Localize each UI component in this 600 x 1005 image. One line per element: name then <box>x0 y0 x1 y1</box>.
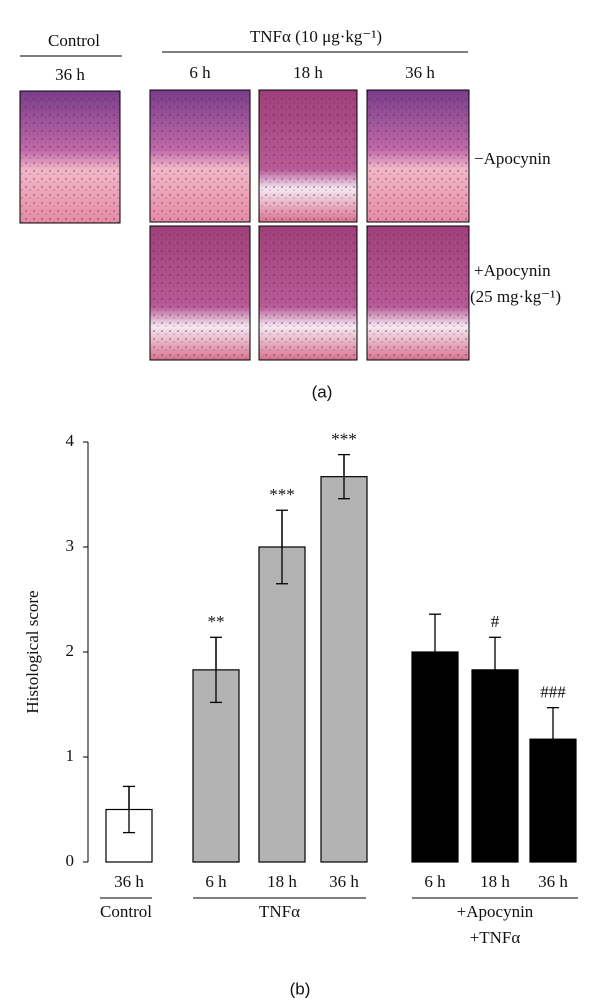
x-tick-label: 6 h <box>205 872 227 891</box>
panel-label: (a) <box>312 382 333 401</box>
row-label: (25 mg·kg⁻¹) <box>470 287 561 306</box>
y-tick-label: 1 <box>66 746 75 765</box>
bar <box>411 651 459 863</box>
significance-label: *** <box>269 485 295 504</box>
bar <box>471 669 519 863</box>
micrograph-texture <box>20 90 469 360</box>
x-tick-label: 6 h <box>424 872 446 891</box>
y-tick-label: 0 <box>66 851 75 870</box>
control-time: 36 h <box>55 65 85 84</box>
group-label: +TNFα <box>470 928 521 947</box>
significance-label: # <box>491 612 500 631</box>
control-header: Control <box>48 31 100 50</box>
panel-label: (b) <box>290 979 311 998</box>
panel-b: (b) Histological score 0 1 2 3 4 36 h ** 6 h ***… <box>23 430 578 998</box>
row-label: −Apocynin <box>474 149 551 168</box>
significance-label: ### <box>540 683 566 702</box>
significance-label: *** <box>331 430 357 449</box>
x-tick-label: 18 h <box>480 872 510 891</box>
bar <box>320 476 368 863</box>
x-tick-label: 36 h <box>329 872 359 891</box>
treatment-header: TNFα (10 μg·kg⁻¹) <box>250 27 382 46</box>
x-tick-label: 36 h <box>114 872 144 891</box>
bar <box>529 738 577 863</box>
significance-label: ** <box>208 612 225 631</box>
y-tick-label: 2 <box>66 641 75 660</box>
time-label: 36 h <box>405 63 435 82</box>
time-label: 6 h <box>189 63 211 82</box>
panel-a: Control 36 h TNFα (10 μg·kg⁻¹) 6 h 18 h … <box>19 27 561 401</box>
group-label: Control <box>100 902 152 921</box>
y-axis-label: Histological score <box>23 590 42 713</box>
time-label: 18 h <box>293 63 323 82</box>
x-tick-label: 18 h <box>267 872 297 891</box>
x-tick-label: 36 h <box>538 872 568 891</box>
bar <box>258 546 306 863</box>
group-label: +Apocynin <box>457 902 534 921</box>
y-tick-label: 3 <box>66 536 75 555</box>
group-label: TNFα <box>259 902 300 921</box>
y-tick-label: 4 <box>66 431 75 450</box>
row-label: +Apocynin <box>474 261 551 280</box>
